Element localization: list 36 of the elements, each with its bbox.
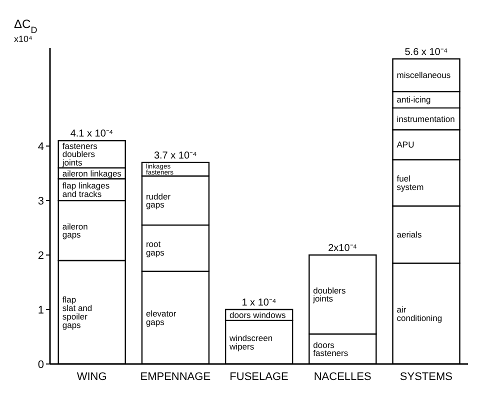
series-label: APU <box>396 140 414 150</box>
y-tick-label: 0 <box>38 358 44 371</box>
y-tick-label: 2 <box>38 250 44 262</box>
annotation: 4.1 x 10⁻⁴ <box>70 128 114 140</box>
annotation: 5.6 x 10⁻⁴ <box>404 46 448 58</box>
series-label: rudder gaps <box>146 191 171 210</box>
series-label: flap linkages and tracks <box>62 180 110 199</box>
x-tick-label: SYSTEMS <box>400 370 452 383</box>
series-label: doors fasteners <box>313 340 348 358</box>
series-label: doors windows <box>230 310 286 320</box>
series-label: anti-icing <box>396 94 432 105</box>
series-label: instrumentation <box>396 114 456 124</box>
series-label: aerials <box>396 230 422 240</box>
y-axis-title: ΔC$_{D}$ <box>14 17 38 35</box>
series-label: doublers joints <box>312 285 346 304</box>
x-tick-label: NACELLES <box>314 370 372 383</box>
series-label: miscellaneous <box>396 70 451 80</box>
text: x10⁴ <box>14 34 33 44</box>
series-label: aileron linkages <box>62 168 122 178</box>
series-label: air conditioning <box>396 304 442 323</box>
x-tick-label: EMPENNAGE <box>140 370 211 383</box>
series-label: fuel system <box>396 174 424 192</box>
annotation: 1 x 10⁻⁴ <box>242 298 276 309</box>
x-tick-label: WING <box>76 370 107 383</box>
x-tick-label: FUSELAGE <box>230 370 288 383</box>
series-label: elevator gaps <box>146 308 176 327</box>
annotation: 2x10⁻⁴ <box>328 243 358 254</box>
y-tick-label: 3 <box>38 195 44 208</box>
annotation: 3.7 x 10⁻⁴ <box>154 150 197 162</box>
series-label: fasteners doublers joints <box>61 140 98 168</box>
series-label: flap slat and spoiler gaps <box>62 294 92 330</box>
y-tick-label: 4 <box>38 140 44 153</box>
y-tick-label: 1 <box>38 304 44 316</box>
series-label: aileron gaps <box>62 221 88 240</box>
series-label: root gaps <box>146 239 164 258</box>
series-label: windscreen wipers <box>228 332 273 352</box>
